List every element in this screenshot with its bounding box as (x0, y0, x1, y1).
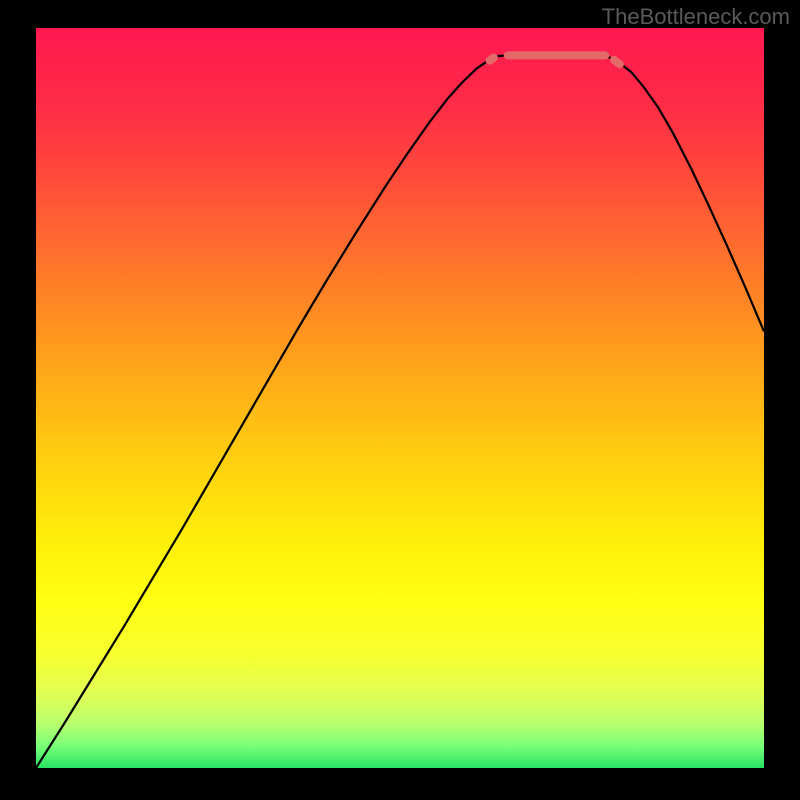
optimal-range-marker (490, 55, 620, 64)
bottleneck-curve (36, 54, 764, 768)
chart-container: TheBottleneck.com (0, 0, 800, 800)
watermark-text: TheBottleneck.com (602, 4, 790, 30)
curve-layer (36, 28, 764, 768)
plot-area (36, 28, 764, 768)
